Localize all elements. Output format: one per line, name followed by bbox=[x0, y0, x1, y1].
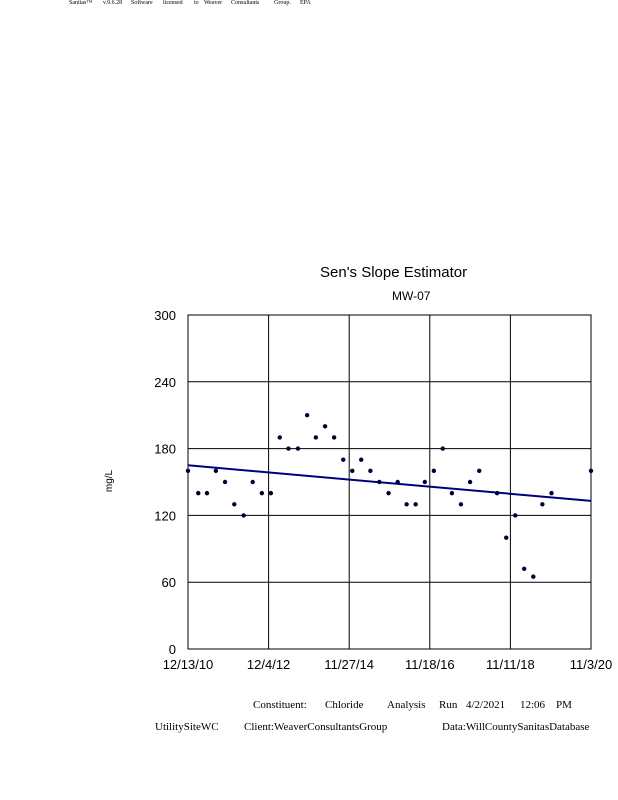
data-point bbox=[477, 468, 482, 474]
y-axis-label: mg/L bbox=[104, 469, 115, 492]
chart-title: Sen's Slope Estimator bbox=[320, 264, 468, 281]
data-point bbox=[386, 490, 391, 496]
data-point bbox=[286, 446, 291, 451]
data-point bbox=[322, 424, 328, 429]
footer-text: Chloride bbox=[325, 699, 364, 711]
license-word: licensed bbox=[163, 0, 183, 6]
data-point bbox=[359, 457, 364, 462]
data-point bbox=[395, 479, 400, 485]
x-tick-label: 11/27/14 bbox=[324, 657, 374, 672]
data-point bbox=[404, 502, 409, 507]
data-point bbox=[513, 513, 518, 518]
x-tick-label: 11/3/20 bbox=[570, 657, 612, 672]
y-tick-label: 60 bbox=[162, 575, 176, 590]
license-notice: Sanitas™ v.9.6.28 Software licensed to Weaver… bbox=[0, 0, 618, 12]
data-point bbox=[467, 479, 473, 485]
data-point bbox=[213, 468, 219, 474]
data-point bbox=[368, 468, 373, 474]
data-point bbox=[431, 468, 437, 474]
data-point bbox=[185, 468, 191, 474]
license-word: Sanitas™ bbox=[69, 0, 93, 6]
footer-text: Constituent: bbox=[253, 699, 307, 711]
data-point bbox=[350, 468, 355, 474]
footer-text: 12:06 bbox=[520, 699, 546, 711]
data-point bbox=[277, 435, 282, 440]
chart-subtitle: MW-07 bbox=[392, 289, 431, 303]
data-point bbox=[494, 490, 500, 496]
license-word: v.9.6.28 bbox=[103, 0, 123, 6]
data-point bbox=[232, 502, 237, 507]
y-tick-label: 300 bbox=[154, 308, 176, 323]
data-point bbox=[341, 457, 346, 462]
x-tick-label: 11/11/18 bbox=[486, 657, 535, 672]
data-point bbox=[588, 468, 594, 474]
data-point bbox=[540, 502, 545, 507]
license-word: Group. bbox=[274, 0, 291, 6]
x-tick-label: 12/4/12 bbox=[247, 657, 290, 672]
data-point bbox=[313, 435, 319, 440]
data-point bbox=[422, 479, 428, 485]
data-point bbox=[413, 502, 418, 507]
footer-text: 4/2/2021 bbox=[466, 699, 506, 711]
x-tick-label: 11/18/16 bbox=[405, 657, 455, 672]
license-word: EPA bbox=[300, 0, 311, 6]
data-point bbox=[295, 446, 301, 451]
x-tick-label: 12/13/10 bbox=[163, 657, 214, 672]
data-point bbox=[250, 479, 255, 485]
data-point bbox=[458, 502, 464, 507]
data-point bbox=[449, 490, 455, 496]
license-word: to bbox=[194, 0, 199, 6]
trend-line bbox=[187, 464, 592, 502]
y-tick-label: 0 bbox=[169, 642, 176, 657]
license-word: Weaver bbox=[204, 0, 223, 6]
data-point bbox=[304, 413, 310, 418]
y-tick-label: 240 bbox=[154, 375, 176, 390]
footer-text: UtilitySiteWC bbox=[155, 721, 219, 733]
data-point bbox=[549, 490, 554, 496]
plot-frame bbox=[187, 314, 592, 650]
footer-text: PM bbox=[556, 699, 572, 711]
data-point bbox=[440, 446, 445, 451]
data-point bbox=[204, 490, 210, 496]
footer-text: Run bbox=[439, 699, 458, 711]
y-tick-label: 180 bbox=[154, 442, 176, 457]
data-point bbox=[331, 435, 337, 440]
license-word: Software bbox=[131, 0, 153, 6]
data-point bbox=[377, 479, 382, 485]
data-point bbox=[241, 513, 246, 518]
data-point bbox=[521, 566, 527, 572]
data-point bbox=[268, 490, 274, 496]
data-point bbox=[222, 479, 228, 485]
data-point bbox=[196, 490, 201, 496]
data-point bbox=[504, 535, 509, 540]
footer-text: Analysis bbox=[387, 699, 426, 711]
footer-text: Client:WeaverConsultantsGroup bbox=[244, 721, 388, 733]
data-point bbox=[259, 490, 265, 496]
license-word: Consultants bbox=[231, 0, 260, 6]
footer-text: Data:WillCountySanitasDatabase bbox=[442, 721, 590, 733]
y-tick-label: 120 bbox=[154, 508, 176, 523]
data-point bbox=[531, 574, 536, 579]
